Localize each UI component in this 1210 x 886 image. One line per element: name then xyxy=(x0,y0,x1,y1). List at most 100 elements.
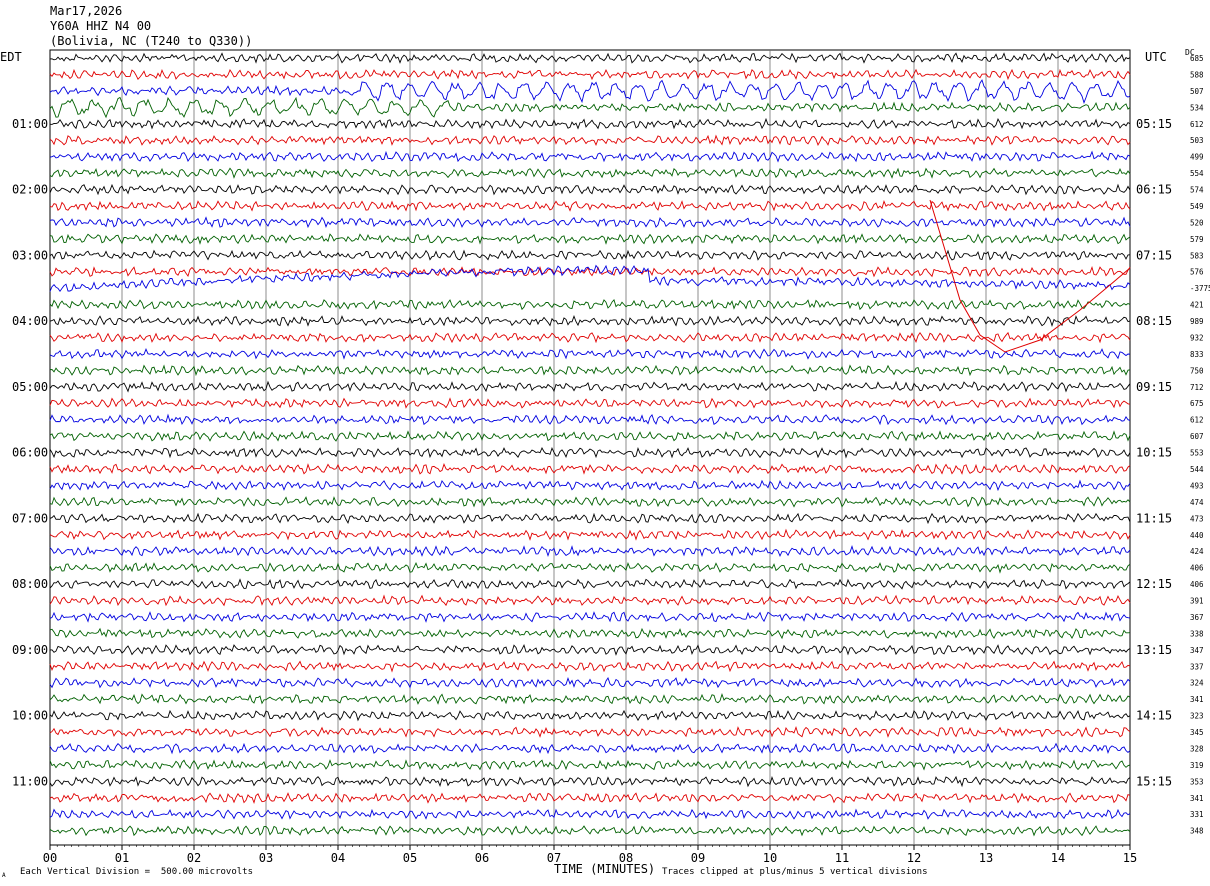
clipped-excursion xyxy=(929,199,1131,353)
x-tick-label: 10 xyxy=(763,851,777,865)
right-hour-label: 13:15 xyxy=(1136,643,1172,657)
x-tick-label: 05 xyxy=(403,851,417,865)
dc-offset-value: 833 xyxy=(1190,350,1204,359)
x-tick-label: 06 xyxy=(475,851,489,865)
dc-offset-value: 989 xyxy=(1190,317,1204,326)
right-hour-label: 14:15 xyxy=(1136,709,1172,723)
x-tick-label: 12 xyxy=(907,851,921,865)
right-hour-label: 06:15 xyxy=(1136,183,1172,197)
trace-row-9 xyxy=(49,183,1131,196)
dc-offset-value: 612 xyxy=(1190,416,1204,425)
trace-row-40 xyxy=(49,692,1131,705)
trace-row-14 xyxy=(49,265,1131,278)
trace-row-36 xyxy=(49,627,1131,640)
dc-offset-value: 493 xyxy=(1190,481,1204,490)
dc-offset-value: 612 xyxy=(1190,120,1204,129)
dc-offset-value: 675 xyxy=(1190,399,1204,408)
header-location: (Bolivia, NC (T240 to Q330)) xyxy=(50,34,253,48)
x-tick-label: 14 xyxy=(1051,851,1065,865)
trace-row-47 xyxy=(49,808,1131,820)
trace-row-45 xyxy=(49,775,1131,788)
dc-offset-value: 348 xyxy=(1190,827,1204,836)
corner-mark: A xyxy=(2,872,6,879)
x-tick-label: 08 xyxy=(619,851,633,865)
trace-row-18 xyxy=(49,331,1131,344)
x-tick-label: 07 xyxy=(547,851,561,865)
dc-offset-value: 337 xyxy=(1190,662,1204,671)
dc-offset-value: 474 xyxy=(1190,498,1204,507)
dc-offset-value: 588 xyxy=(1190,70,1204,79)
x-axis-title: TIME (MINUTES) xyxy=(554,862,656,876)
dc-offset-value: 534 xyxy=(1190,103,1204,112)
trace-row-35 xyxy=(49,611,1131,623)
trace-row-3 xyxy=(49,79,1131,104)
trace-row-24 xyxy=(49,430,1131,442)
dc-offset-value: 685 xyxy=(1190,54,1204,63)
x-tick-label: 11 xyxy=(835,851,849,865)
header-station: Y60A HHZ N4 00 xyxy=(50,19,152,33)
x-tick-label: 15 xyxy=(1123,851,1137,865)
trace-row-17 xyxy=(49,315,1131,327)
x-tick-label: 00 xyxy=(43,851,57,865)
trace-row-37 xyxy=(49,643,1131,656)
right-hour-label: 05:15 xyxy=(1136,117,1172,131)
left-hour-label: 05:00 xyxy=(12,380,48,394)
left-hour-label: 08:00 xyxy=(12,577,48,591)
dc-offset-value: -3775 xyxy=(1190,284,1210,293)
trace-row-20 xyxy=(49,364,1131,377)
dc-offset-value: 328 xyxy=(1190,744,1204,753)
dc-offset-value: 324 xyxy=(1190,679,1204,688)
trace-row-15 xyxy=(49,264,1131,292)
trace-row-31 xyxy=(49,545,1131,558)
trace-row-30 xyxy=(49,528,1131,541)
dc-offset-value: 712 xyxy=(1190,383,1204,392)
seismogram-traces xyxy=(49,52,1131,837)
x-tick-label: 04 xyxy=(331,851,345,865)
dc-offset-value: 473 xyxy=(1190,514,1204,523)
trace-row-7 xyxy=(49,150,1131,163)
dc-offset-value: 503 xyxy=(1190,136,1204,145)
dc-offset-value: 554 xyxy=(1190,169,1204,178)
dc-offset-value: 607 xyxy=(1190,432,1204,441)
dc-offset-value: 583 xyxy=(1190,251,1204,260)
left-hour-label: 09:00 xyxy=(12,643,48,657)
trace-row-4 xyxy=(49,96,1131,119)
trace-row-6 xyxy=(49,134,1131,146)
dc-offset-value: 341 xyxy=(1190,794,1204,803)
dc-offset-value: 331 xyxy=(1190,810,1204,819)
right-hour-label: 11:15 xyxy=(1136,511,1172,525)
left-hour-label: 04:00 xyxy=(12,314,48,328)
trace-row-48 xyxy=(49,825,1131,837)
trace-row-19 xyxy=(49,348,1131,360)
hour-labels: 01:00 02:00 03:00 04:00 05:00 06:00 07:00 08:00… xyxy=(12,117,1172,789)
trace-row-33 xyxy=(49,578,1131,590)
clip-note: Traces clipped at plus/minus 5 vertical … xyxy=(662,867,928,877)
trace-row-12 xyxy=(49,233,1131,245)
x-axis-ticks: 00 01 02 03 04 05 06 07 08 09 10 11 12 13 14 15 xyxy=(43,845,1137,865)
trace-row-8 xyxy=(49,167,1131,179)
x-tick-label: 02 xyxy=(187,851,201,865)
dc-offset-value: 440 xyxy=(1190,531,1204,540)
dc-offset-value: 553 xyxy=(1190,449,1204,458)
trace-row-23 xyxy=(49,413,1131,426)
trace-row-28 xyxy=(49,496,1131,508)
dc-offset-value: 347 xyxy=(1190,646,1204,655)
trace-row-21 xyxy=(49,380,1131,393)
dc-offset-value: 406 xyxy=(1190,564,1204,573)
dc-offset-value: 574 xyxy=(1190,186,1204,195)
x-tick-label: 09 xyxy=(691,851,705,865)
trace-row-11 xyxy=(49,216,1131,229)
x-tick-label: 13 xyxy=(979,851,993,865)
dc-offset-value: 750 xyxy=(1190,366,1204,375)
dc-offset-value: 576 xyxy=(1190,268,1204,277)
trace-row-2 xyxy=(49,68,1131,81)
left-hour-label: 03:00 xyxy=(12,248,48,262)
trace-row-39 xyxy=(49,676,1131,689)
dc-offset-value: 406 xyxy=(1190,580,1204,589)
dc-offset-value: 367 xyxy=(1190,613,1204,622)
dc-offset-value: 341 xyxy=(1190,695,1204,704)
right-timezone-label: UTC xyxy=(1145,50,1167,64)
dc-offset-value: 323 xyxy=(1190,712,1204,721)
trace-row-1 xyxy=(49,52,1131,64)
trace-row-43 xyxy=(49,742,1131,755)
